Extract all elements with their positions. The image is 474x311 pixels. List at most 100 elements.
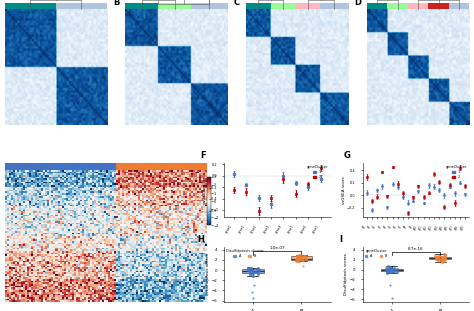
Point [295, 253, 303, 258]
Point [390, 268, 398, 273]
Point [387, 270, 394, 275]
Point [255, 267, 262, 272]
Point [387, 267, 394, 272]
Point [434, 258, 441, 263]
Point [293, 256, 301, 261]
Point [298, 252, 305, 257]
Point [244, 268, 252, 273]
Bar [449, 3, 469, 9]
Point [245, 265, 252, 270]
Point [384, 267, 392, 272]
Point [390, 269, 398, 274]
PathPatch shape [429, 257, 451, 259]
Point [293, 258, 301, 263]
Point [386, 266, 393, 271]
Point [248, 270, 256, 275]
Point [438, 260, 446, 265]
Point [302, 257, 310, 262]
Point [255, 267, 263, 272]
Bar [56, 3, 107, 9]
Point [386, 267, 393, 272]
Point [293, 254, 301, 259]
Point [297, 257, 305, 262]
Point [252, 270, 260, 275]
Point [386, 265, 394, 270]
Point [255, 266, 262, 271]
Point [300, 264, 307, 269]
Legend: A, B: A, B [365, 249, 388, 258]
Point [249, 273, 257, 278]
Point [434, 254, 441, 259]
Point [294, 253, 302, 258]
Point [440, 255, 447, 260]
Legend: 1, 2: 1, 2 [445, 165, 467, 179]
Point [254, 271, 262, 276]
Point [435, 256, 442, 261]
Point [440, 256, 448, 261]
Point [292, 259, 300, 264]
Bar [191, 3, 228, 9]
Legend: 1, 2: 1, 2 [306, 165, 329, 179]
Point [244, 267, 252, 272]
Point [293, 257, 301, 262]
Point [300, 258, 307, 262]
Point [246, 271, 254, 276]
Text: B: B [113, 0, 119, 7]
Point [383, 268, 391, 273]
Point [294, 259, 301, 264]
Point [435, 253, 442, 258]
Point [296, 259, 303, 264]
Point [246, 267, 253, 272]
Point [248, 289, 256, 294]
Point [389, 267, 397, 272]
Point [383, 266, 390, 271]
Point [246, 269, 254, 274]
Point [386, 269, 393, 274]
Bar [320, 3, 348, 9]
Point [394, 270, 401, 275]
Point [293, 253, 301, 258]
Point [301, 253, 308, 258]
Bar [158, 3, 191, 9]
Point [300, 254, 308, 259]
Y-axis label: ssGSEA score: ssGSEA score [342, 176, 346, 204]
Point [255, 269, 262, 274]
Point [393, 266, 401, 271]
Bar [387, 3, 408, 9]
Point [295, 256, 303, 261]
Point [246, 271, 254, 276]
Point [441, 254, 448, 259]
Point [390, 268, 397, 273]
Bar [271, 3, 295, 9]
Point [292, 257, 300, 262]
Point [253, 266, 261, 271]
Point [440, 255, 448, 260]
Point [433, 257, 441, 262]
Text: D: D [355, 0, 362, 7]
Point [301, 254, 309, 259]
Point [302, 256, 310, 261]
Point [246, 268, 253, 273]
Point [432, 257, 440, 262]
Point [387, 265, 394, 270]
Point [441, 251, 448, 256]
Point [383, 271, 391, 276]
PathPatch shape [291, 256, 312, 260]
Point [383, 270, 391, 275]
Point [438, 258, 445, 263]
Point [249, 296, 256, 301]
PathPatch shape [381, 269, 402, 271]
Point [431, 253, 438, 258]
Point [246, 268, 254, 273]
Point [247, 272, 255, 277]
Point [387, 267, 395, 272]
Point [441, 257, 449, 262]
Point [434, 257, 441, 262]
Point [441, 255, 448, 260]
PathPatch shape [242, 269, 264, 273]
Point [246, 267, 253, 272]
Point [432, 256, 440, 261]
Text: H: H [197, 235, 204, 244]
Point [294, 254, 302, 259]
Point [250, 270, 257, 275]
